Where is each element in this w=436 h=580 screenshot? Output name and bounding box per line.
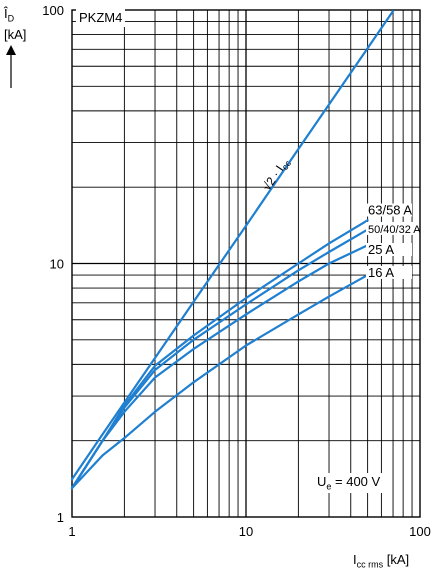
curve-label-bg <box>366 221 418 235</box>
x-axis-symbol: I <box>353 552 357 567</box>
voltage-prefix: U <box>317 474 327 489</box>
curve-label-0: √2 · Icc <box>260 155 294 194</box>
up-arrow-icon <box>6 44 16 88</box>
x-tick-label-0: 1 <box>68 524 75 539</box>
y-tick-label-1: 10 <box>50 257 64 272</box>
x-tick-label-2: 100 <box>409 524 431 539</box>
curve-label-1: 63/58 A <box>368 203 412 218</box>
series-line-0 <box>70 10 395 481</box>
curve-label-2: 50/40/32 A <box>368 224 421 236</box>
curve-label-3: 25 A <box>368 242 394 257</box>
series-line-2 <box>70 228 369 490</box>
x-axis-label: Icc rms [kA] <box>353 552 436 570</box>
y-tick-label-2: 100 <box>42 3 64 18</box>
grid <box>71 9 421 518</box>
curve-label-bg <box>366 203 412 217</box>
y-axis-symbol: Î <box>4 6 8 21</box>
voltage-subscript: e <box>326 481 332 492</box>
tick-labels: 1 10 100 1 10 100 <box>42 3 431 539</box>
y-axis-label: ÎD [kA] <box>4 6 34 91</box>
series-line-4 <box>70 274 369 490</box>
voltage-suffix: = 400 V <box>331 474 381 489</box>
curve-label-4: 16 A <box>368 265 394 280</box>
y-tick-label-0: 1 <box>57 510 64 525</box>
y-axis-unit: [kA] <box>4 26 27 42</box>
voltage-label: Ue = 400 V <box>314 473 384 493</box>
series-line-3 <box>70 244 369 490</box>
x-axis-subscript: cc rms <box>356 559 384 570</box>
series-line-1 <box>70 219 369 490</box>
curve-label-bg <box>366 265 412 279</box>
curve-label-bg <box>366 243 412 257</box>
series-group <box>70 10 395 490</box>
x-axis-unit: [kA] <box>386 552 410 567</box>
device-label: PKZM4 <box>76 8 126 27</box>
curve-labels: √2 · Icc 63/58 A 50/40/32 A 25 A 16 A <box>260 155 422 280</box>
y-axis-subscript: D <box>7 13 15 24</box>
x-tick-label-1: 10 <box>239 524 253 539</box>
